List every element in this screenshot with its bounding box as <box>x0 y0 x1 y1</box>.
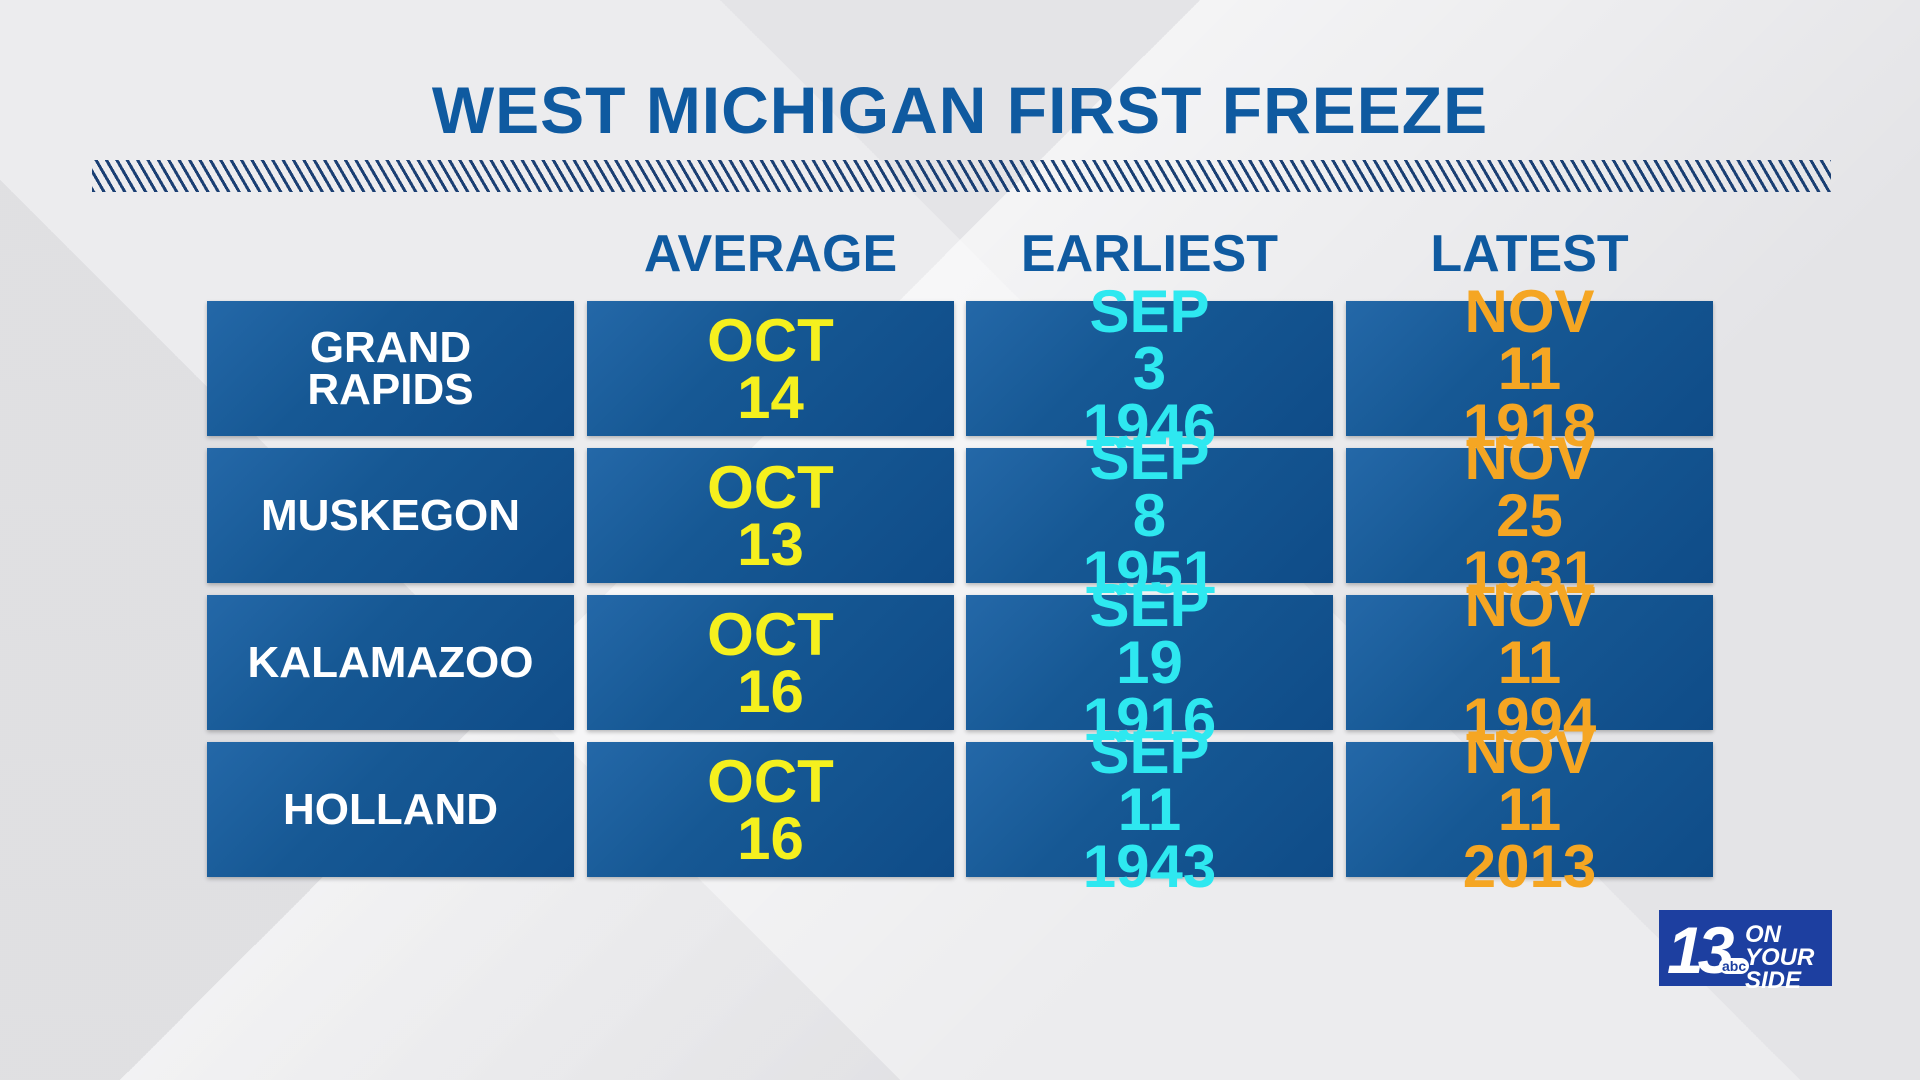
date-text: NOV 11 1918 <box>1462 278 1597 459</box>
logo-number: 13 <box>1667 913 1734 987</box>
date-cell: SEP 11 1943 <box>966 723 1333 897</box>
date-cell: OCT 16 <box>587 742 954 877</box>
date-cell: NOV 11 1918 <box>1346 282 1713 456</box>
city-name: GRAND RAPIDS <box>307 322 474 414</box>
logo-network: abc <box>1719 958 1750 974</box>
city-cell: MUSKEGON <box>207 448 574 583</box>
date-text: SEP 3 1946 <box>1082 278 1217 459</box>
date-text: OCT 16 <box>707 600 834 725</box>
city-name: HOLLAND <box>282 784 499 834</box>
date-cell: SEP 19 1916 <box>966 576 1333 750</box>
date-cell: OCT 13 <box>587 448 954 583</box>
date-text: NOV 11 2013 <box>1462 719 1597 900</box>
title: WEST MICHIGAN FIRST FREEZE <box>431 73 1489 147</box>
hatch-divider <box>92 160 1831 192</box>
date-cell: SEP 3 1946 <box>966 282 1333 456</box>
date-cell: NOV 11 2013 <box>1346 723 1713 897</box>
date-cell: OCT 14 <box>587 301 954 436</box>
logo-tagline: ON YOUR SIDE <box>1745 921 1815 994</box>
date-text: NOV 25 1931 <box>1462 425 1597 606</box>
city-cell: GRAND RAPIDS <box>207 301 574 436</box>
column-header: EARLIEST <box>1020 225 1279 283</box>
column-header: AVERAGE <box>643 225 898 283</box>
date-cell: OCT 16 <box>587 595 954 730</box>
date-text: SEP 19 1916 <box>1082 572 1217 753</box>
date-text: SEP 11 1943 <box>1082 719 1217 900</box>
date-text: SEP 8 1951 <box>1082 425 1217 606</box>
city-cell: HOLLAND <box>207 742 574 877</box>
date-text: NOV 11 1994 <box>1462 572 1597 753</box>
city-name: KALAMAZOO <box>247 637 534 687</box>
date-cell: NOV 11 1994 <box>1346 576 1713 750</box>
date-cell: NOV 25 1931 <box>1346 429 1713 603</box>
date-text: OCT 16 <box>707 747 834 872</box>
city-cell: KALAMAZOO <box>207 595 574 730</box>
date-text: OCT 14 <box>707 306 834 431</box>
column-header: LATEST <box>1430 225 1629 283</box>
date-text: OCT 13 <box>707 453 834 578</box>
city-name: MUSKEGON <box>260 490 521 540</box>
logo: 13 abc ON YOUR SIDE <box>1659 910 1832 992</box>
date-cell: SEP 8 1951 <box>966 429 1333 603</box>
